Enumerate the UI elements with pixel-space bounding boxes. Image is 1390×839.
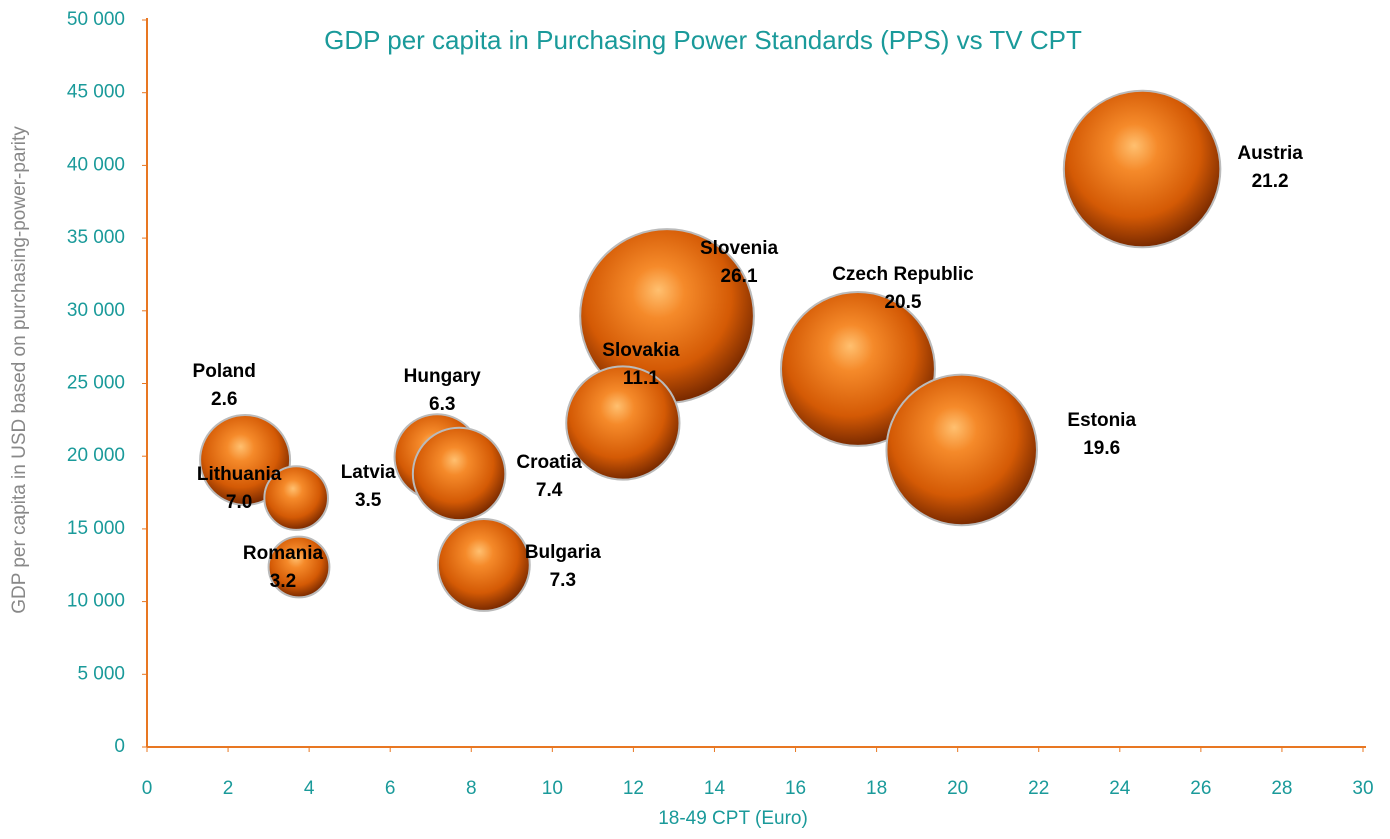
- y-tick-label: 0: [114, 736, 125, 757]
- bubble: [565, 365, 681, 481]
- bubble-size-label: 6.3: [429, 394, 455, 415]
- bubble-name: Lithuania: [197, 464, 282, 485]
- x-tick-label: 16: [785, 778, 806, 799]
- bubble-name: Latvia: [341, 462, 396, 483]
- x-tick-label: 10: [542, 778, 563, 799]
- bubble: [267, 535, 331, 599]
- bubble-size-label: 11.1: [623, 368, 659, 389]
- x-tick-label: 14: [704, 778, 726, 799]
- bubble: [1062, 89, 1222, 249]
- bubble-name: Estonia: [1067, 410, 1136, 431]
- y-tick-label: 20 000: [67, 445, 125, 466]
- bubble-name: Bulgaria: [525, 542, 601, 563]
- bubble-name: Poland: [193, 361, 256, 382]
- bubble-size-label: 20.5: [884, 292, 921, 313]
- x-tick-label: 4: [304, 778, 315, 799]
- bubble: [411, 426, 507, 522]
- bubble: [779, 290, 936, 447]
- x-tick-label: 18: [866, 778, 887, 799]
- bubble-size-label: 7.3: [550, 570, 576, 591]
- bubble-size-label: 7.0: [226, 492, 252, 513]
- y-tick-label: 45 000: [67, 82, 125, 103]
- y-tick-label: 15 000: [67, 518, 125, 539]
- bubble: [263, 465, 329, 531]
- x-tick-label: 28: [1271, 778, 1292, 799]
- bubble-name: Hungary: [404, 366, 482, 387]
- bubble-size-label: 2.6: [211, 389, 237, 410]
- bubble-size-label: 7.4: [536, 480, 563, 501]
- x-tick-label: 24: [1109, 778, 1131, 799]
- bubble-name: Romania: [243, 543, 324, 564]
- y-tick-label: 50 000: [67, 9, 125, 30]
- y-tick-label: 10 000: [67, 591, 125, 612]
- x-tick-label: 20: [947, 778, 968, 799]
- y-axis-label: GDP per capita in USD based on purchasin…: [9, 126, 30, 614]
- y-tick-label: 35 000: [67, 227, 125, 248]
- x-tick-label: 8: [466, 778, 477, 799]
- bubble: [436, 518, 531, 612]
- y-tick-label: 25 000: [67, 373, 125, 394]
- bubble-size-label: 26.1: [721, 266, 758, 287]
- bubble-name: Slovakia: [602, 340, 680, 361]
- x-tick-label: 22: [1028, 778, 1049, 799]
- x-tick-label: 30: [1352, 778, 1373, 799]
- bubble-name: Austria: [1237, 143, 1303, 164]
- y-tick-label: 40 000: [67, 154, 125, 175]
- bubble-size-label: 3.2: [270, 571, 296, 592]
- x-tick-label: 0: [142, 778, 153, 799]
- x-tick-label: 26: [1190, 778, 1211, 799]
- bubble-size-label: 3.5: [355, 490, 382, 511]
- x-axis-label: 18-49 CPT (Euro): [658, 808, 808, 829]
- x-tick-label: 12: [623, 778, 644, 799]
- y-tick-label: 30 000: [67, 300, 125, 321]
- bubble-name: Croatia: [516, 452, 582, 473]
- bubble: [885, 373, 1038, 527]
- bubble-size-label: 21.2: [1252, 171, 1289, 192]
- x-tick-label: 2: [223, 778, 234, 799]
- chart-title: GDP per capita in Purchasing Power Stand…: [324, 25, 1082, 55]
- bubble-name: Czech Republic: [832, 264, 974, 285]
- bubble-name: Slovenia: [700, 238, 779, 259]
- bubble-size-label: 19.6: [1083, 438, 1120, 459]
- y-tick-label: 5 000: [77, 663, 125, 684]
- x-tick-label: 6: [385, 778, 396, 799]
